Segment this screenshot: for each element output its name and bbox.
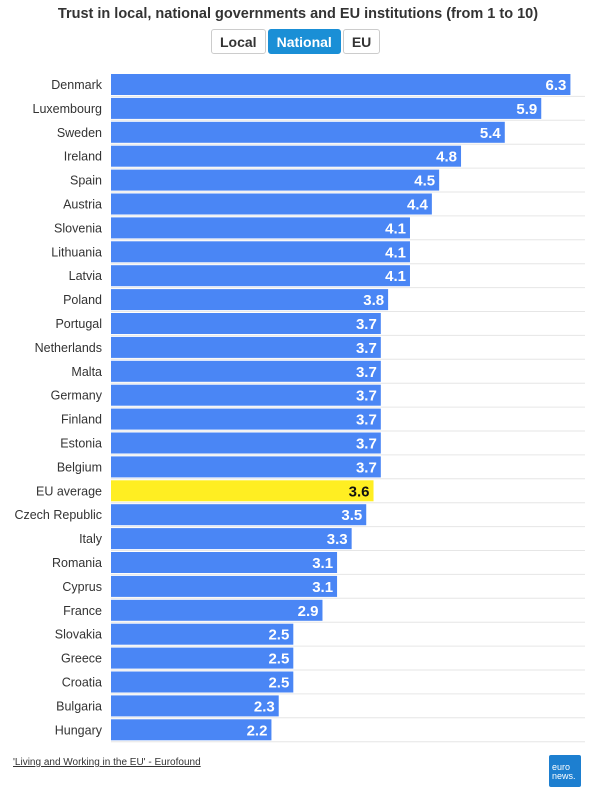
bar[interactable] <box>111 599 323 621</box>
data-label: 3.6 <box>349 483 370 500</box>
category-label: Austria <box>63 198 102 212</box>
tab-local[interactable]: Local <box>211 29 266 54</box>
bar[interactable] <box>111 384 381 406</box>
bar[interactable] <box>111 552 338 573</box>
bar[interactable] <box>111 528 352 550</box>
data-label: 3.7 <box>356 412 377 429</box>
bar[interactable] <box>111 456 381 478</box>
bar[interactable] <box>111 74 571 95</box>
bar[interactable] <box>111 289 389 311</box>
category-label: Malta <box>71 365 102 379</box>
bar[interactable] <box>111 360 381 382</box>
bar-chart: Denmark 6.3 Luxembourg 5.9 Sweden 5.4 Ireland 4… <box>14 74 585 743</box>
data-label: 4.8 <box>436 149 457 166</box>
bar[interactable] <box>111 145 462 167</box>
bar[interactable] <box>111 217 410 239</box>
data-label: 2.5 <box>268 627 289 644</box>
bar[interactable] <box>111 432 381 454</box>
data-label: 4.1 <box>385 220 406 237</box>
tab-national[interactable]: National <box>267 29 341 54</box>
data-label: 2.3 <box>254 698 275 715</box>
bar[interactable] <box>111 313 381 334</box>
bar[interactable] <box>111 623 294 645</box>
bar[interactable] <box>111 193 432 215</box>
bar[interactable] <box>111 647 294 669</box>
category-label: Belgium <box>57 460 102 474</box>
data-label: 4.1 <box>385 268 406 285</box>
bar[interactable] <box>111 695 279 717</box>
category-label: Bulgaria <box>56 699 102 713</box>
category-label: Slovenia <box>54 221 102 235</box>
category-label: Portugal <box>55 317 102 331</box>
bar[interactable] <box>111 575 338 597</box>
category-label: Romania <box>52 556 102 570</box>
category-label: Poland <box>63 293 102 307</box>
category-label: Latvia <box>69 269 102 283</box>
category-label: Sweden <box>57 126 102 140</box>
bar[interactable] <box>111 671 294 693</box>
category-label: Denmark <box>51 78 102 92</box>
data-label: 4.1 <box>385 244 406 261</box>
category-label: Netherlands <box>35 341 102 355</box>
source-link[interactable]: 'Living and Working in the EU' - Eurofou… <box>13 757 201 768</box>
category-label: Lithuania <box>51 245 102 259</box>
bar[interactable] <box>111 265 410 287</box>
data-label: 3.7 <box>356 459 377 476</box>
bar[interactable] <box>111 408 381 430</box>
bar[interactable] <box>111 336 381 358</box>
category-label: EU average <box>36 484 102 498</box>
tab-eu[interactable]: EU <box>342 29 381 54</box>
data-label: 3.7 <box>356 364 377 381</box>
euronews-logo: euro news. <box>549 755 581 787</box>
category-label: Croatia <box>62 676 102 690</box>
logo-text-bottom: news. <box>552 771 576 781</box>
data-label: 3.7 <box>356 316 377 333</box>
category-label: Germany <box>51 389 103 403</box>
data-label: 5.9 <box>516 101 537 118</box>
data-label: 3.3 <box>327 531 348 548</box>
category-label: Ireland <box>64 150 102 164</box>
chart-title: Trust in local, national governments and… <box>57 6 539 22</box>
data-label: 2.5 <box>268 675 289 692</box>
bar[interactable] <box>111 169 440 191</box>
data-label: 3.1 <box>312 555 333 572</box>
data-label: 4.5 <box>414 173 435 190</box>
bar[interactable] <box>111 504 367 526</box>
category-label: Czech Republic <box>14 508 102 522</box>
view-tabs: Local National EU <box>211 29 381 54</box>
data-label: 3.7 <box>356 388 377 405</box>
data-label: 6.3 <box>546 77 567 94</box>
data-label: 3.7 <box>356 340 377 357</box>
data-label: 5.4 <box>480 125 502 142</box>
bar[interactable] <box>111 241 410 263</box>
data-label: 3.1 <box>312 579 333 596</box>
bar[interactable] <box>111 97 542 119</box>
category-label: Italy <box>79 532 103 546</box>
category-label: France <box>63 604 102 618</box>
data-label: 3.5 <box>341 507 362 524</box>
category-label: Cyprus <box>62 580 102 594</box>
bar[interactable] <box>111 719 272 741</box>
data-label: 3.7 <box>356 436 377 453</box>
bar[interactable] <box>111 121 505 143</box>
data-label: 2.2 <box>247 722 268 739</box>
category-label: Finland <box>61 413 102 427</box>
data-label: 2.5 <box>268 651 289 668</box>
data-label: 3.8 <box>363 292 384 309</box>
bar-eu-average[interactable] <box>111 480 374 502</box>
data-label: 2.9 <box>298 603 319 620</box>
category-label: Hungary <box>55 723 103 737</box>
category-label: Greece <box>61 652 102 666</box>
category-label: Luxembourg <box>33 102 103 116</box>
data-label: 4.4 <box>407 197 429 214</box>
logo-text-top: euro <box>552 762 571 772</box>
category-label: Spain <box>70 174 102 188</box>
category-label: Estonia <box>60 437 102 451</box>
category-label: Slovakia <box>55 628 102 642</box>
